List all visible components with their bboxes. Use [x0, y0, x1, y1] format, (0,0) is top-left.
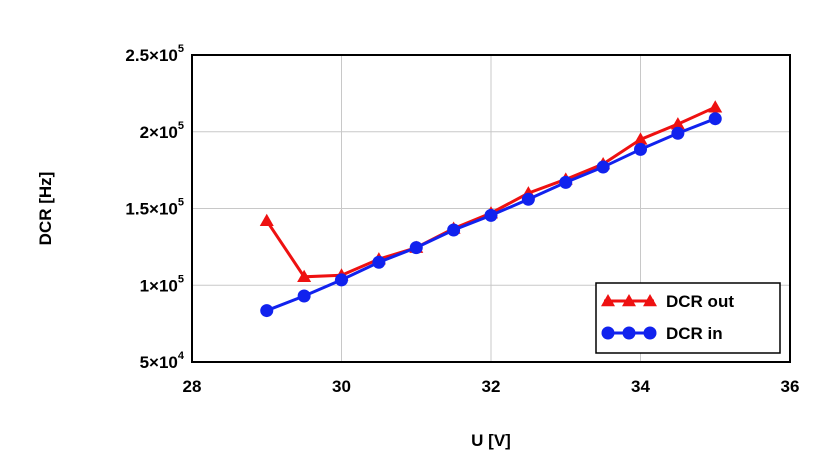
y-tick-label: 5×104	[140, 350, 185, 372]
data-point	[484, 208, 498, 222]
legend-swatch-marker	[643, 294, 657, 307]
y-axis-label: DCR [Hz]	[36, 172, 55, 246]
x-tick-label: 32	[482, 377, 501, 396]
legend-box	[595, 282, 781, 354]
data-point	[372, 255, 386, 269]
series-1	[260, 112, 722, 318]
x-tick-label: 28	[183, 377, 202, 396]
data-point	[259, 213, 274, 227]
data-point	[633, 132, 648, 145]
x-axis-label: U [V]	[471, 431, 511, 450]
data-point	[335, 273, 348, 287]
x-tick-label: 34	[631, 377, 650, 396]
plot-frame	[191, 54, 791, 363]
data-point	[297, 269, 312, 283]
data-point	[596, 160, 610, 174]
y-tick-label: 2×105	[140, 120, 184, 142]
data-point	[671, 126, 685, 140]
data-point	[409, 241, 423, 255]
data-point	[708, 100, 723, 113]
legend-entry: DCR in	[666, 324, 723, 343]
legend-swatch-marker	[601, 326, 615, 340]
x-tick-label: 36	[781, 377, 800, 396]
x-axis-ticks: 28 30 32 34 36	[183, 377, 800, 396]
legend-entry: DCR out	[666, 292, 734, 311]
series-group	[259, 100, 723, 318]
legend-swatch-marker	[622, 294, 636, 307]
legend: DCR out DCR in	[595, 282, 781, 354]
data-point	[670, 117, 685, 130]
data-point	[447, 223, 461, 237]
legend-swatch-marker	[601, 294, 615, 307]
data-point	[297, 289, 311, 303]
y-tick-label: 2.5×105	[125, 43, 184, 65]
data-point	[559, 175, 573, 189]
data-point	[634, 142, 647, 156]
y-tick-label: 1.5×105	[125, 197, 184, 219]
legend-swatch-marker	[622, 326, 636, 340]
y-axis-ticks: 5×104 1×105 1.5×105 2×105 2.5×105	[125, 43, 184, 372]
data-point	[708, 112, 722, 126]
legend-swatch-marker	[643, 326, 657, 340]
data-point	[260, 304, 274, 318]
y-tick-label: 1×105	[140, 273, 184, 295]
x-tick-label: 30	[332, 377, 351, 396]
data-point	[521, 192, 535, 206]
